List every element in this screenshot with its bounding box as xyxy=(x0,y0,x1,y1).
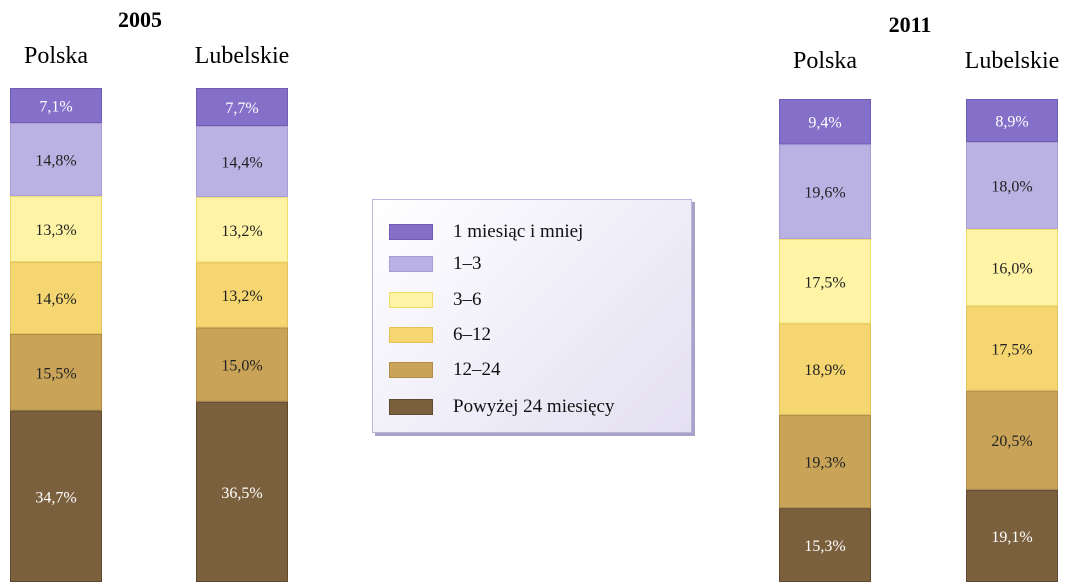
group-title: 2011 xyxy=(889,12,932,37)
legend-swatch xyxy=(389,327,433,343)
legend-label: Powyżej 24 miesięcy xyxy=(453,396,615,417)
data-label: 19,3% xyxy=(804,454,845,471)
legend-item: 1–3 xyxy=(389,252,482,276)
bar-segment xyxy=(196,401,288,582)
legend-item: 3–6 xyxy=(389,288,482,312)
data-label: 8,9% xyxy=(995,113,1028,130)
data-label: 15,3% xyxy=(804,538,845,555)
data-label: 34,7% xyxy=(35,489,76,506)
legend-label: 6–12 xyxy=(453,324,491,345)
legend-item: Powyżej 24 miesięcy xyxy=(389,395,614,419)
bar-segment xyxy=(779,508,871,583)
chart-group-2011: 2011 Polska 9,4% 19,6% 17,5% 18,9% 19,3% 15,3% L… xyxy=(779,12,1060,583)
data-label: 17,5% xyxy=(991,341,1032,358)
data-label: 16,0% xyxy=(991,261,1032,278)
data-label: 15,5% xyxy=(35,365,76,382)
bar-segment xyxy=(10,261,102,335)
data-label: 13,2% xyxy=(221,223,262,240)
legend-swatch xyxy=(389,362,433,378)
legend-swatch xyxy=(389,224,433,240)
bar-segment xyxy=(966,99,1058,142)
bar-segment xyxy=(779,414,871,509)
data-label: 14,6% xyxy=(35,291,76,308)
legend-item: 12–24 xyxy=(389,358,501,382)
data-label: 20,5% xyxy=(991,433,1032,450)
category-label: Polska xyxy=(793,48,857,74)
data-label: 18,9% xyxy=(804,362,845,379)
data-label: 19,1% xyxy=(991,529,1032,546)
legend-label: 1 miesiąc i mniej xyxy=(453,221,584,242)
data-label: 19,6% xyxy=(804,185,845,202)
data-label: 18,0% xyxy=(991,178,1032,195)
bar-segment xyxy=(10,196,102,262)
bar-segment xyxy=(10,88,102,124)
bar-segment xyxy=(779,144,871,240)
bar-segment xyxy=(196,126,288,198)
bar-segment xyxy=(779,239,871,324)
bar-segment xyxy=(10,334,102,411)
legend-label: 12–24 xyxy=(453,359,501,380)
data-label: 13,2% xyxy=(221,288,262,305)
category-label: Lubelskie xyxy=(965,48,1060,74)
legend-swatch xyxy=(389,399,433,415)
legend-label: 1–3 xyxy=(453,253,482,274)
data-label: 36,5% xyxy=(221,485,262,502)
bar-segment xyxy=(966,390,1058,490)
data-label: 14,8% xyxy=(35,153,76,170)
bar-segment xyxy=(966,228,1058,307)
legend: 1 miesiąc i mniej 1–3 3–6 6–12 12–24 Powyżej … xyxy=(372,199,692,433)
bar-segment xyxy=(10,410,102,582)
data-label: 13,3% xyxy=(35,222,76,239)
chart-group-2005: 2005 Polska 7,1% 14,8% 13,3% 14,6% 15,5% 34,7% L… xyxy=(10,7,290,582)
data-label: 7,7% xyxy=(225,100,258,117)
bar-segment xyxy=(966,306,1058,391)
legend-label: 3–6 xyxy=(453,289,482,310)
legend-swatch xyxy=(389,292,433,308)
data-label: 14,4% xyxy=(221,155,262,172)
bar-segment xyxy=(966,141,1058,229)
data-label: 9,4% xyxy=(808,115,841,132)
bar-segment xyxy=(966,489,1058,583)
legend-item: 1 miesiąc i mniej xyxy=(389,220,583,244)
data-label: 15,0% xyxy=(221,358,262,375)
bar-segment xyxy=(779,323,871,415)
bar-segment xyxy=(196,262,288,328)
legend-swatch xyxy=(389,256,433,272)
bar-segment xyxy=(779,99,871,145)
legend-item: 6–12 xyxy=(389,323,491,347)
bar-segment xyxy=(196,327,288,402)
data-label: 17,5% xyxy=(804,274,845,291)
bar-segment xyxy=(196,197,288,263)
bar-segment xyxy=(196,88,288,127)
group-title: 2005 xyxy=(118,7,162,32)
category-label: Lubelskie xyxy=(195,43,290,69)
bar-segment xyxy=(10,123,102,197)
category-label: Polska xyxy=(24,43,88,69)
data-label: 7,1% xyxy=(39,99,72,116)
